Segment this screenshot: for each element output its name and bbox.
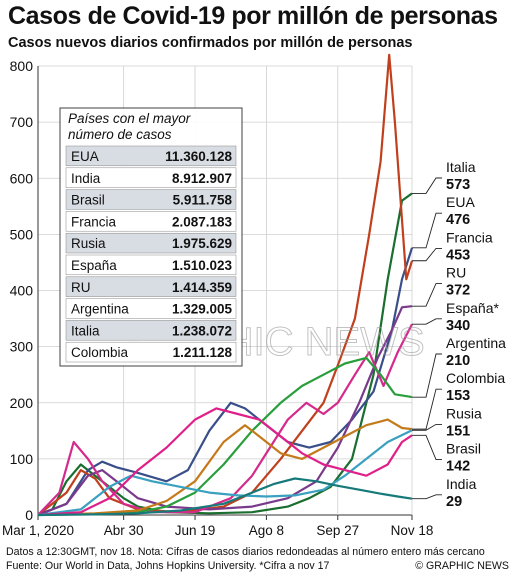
table-row (65, 254, 237, 276)
table-cases: 1.510.023 (172, 258, 233, 273)
table-cases: 1.329.005 (172, 302, 233, 317)
page-title: Casos de Covid-19 por millón de personas (8, 2, 498, 30)
series-line-india (37, 477, 413, 517)
end-label-value: 142 (446, 459, 470, 475)
table-country: India (71, 171, 101, 186)
leader-line (412, 353, 442, 398)
end-label-name: Rusia (446, 405, 482, 421)
end-label-value: 153 (446, 388, 470, 404)
line-chart: 0 100 200 300 400 500 600 700 800 Mar 1, 2020 Abr… (2, 53, 506, 538)
end-label-value: 573 (446, 177, 470, 193)
series-line-rusia (37, 429, 413, 517)
end-label-name: Colombia (446, 370, 505, 386)
end-label-name: India (446, 476, 477, 492)
table-country: Italia (71, 323, 100, 338)
page-subtitle: Casos nuevos diarios confirmados por mil… (8, 35, 413, 51)
y-tick-label: 500 (10, 226, 34, 242)
leader-line (412, 177, 442, 194)
table-cases: 2.087.183 (172, 214, 233, 229)
leader-line (412, 247, 442, 262)
x-axis: Mar 1, 2020 Abr 30 Jun 19 Ago 8 Sep 27 Nov 18 (2, 515, 433, 538)
x-tick-label: Nov 18 (391, 523, 434, 538)
leader-line (412, 283, 442, 307)
series-line-brasil (37, 407, 413, 517)
table-country: Rusia (71, 236, 106, 251)
end-label-value: 372 (446, 283, 470, 299)
table-country: Francia (71, 214, 117, 229)
table-cases: 1.414.359 (172, 280, 232, 295)
x-tick-label: Abr 30 (104, 523, 144, 538)
y-tick-label: 200 (10, 395, 34, 411)
table-country: Brasil (71, 193, 105, 208)
credit: © GRAPHIC NEWS (415, 560, 509, 572)
table-cases: 5.911.758 (173, 193, 233, 208)
end-label-name: RU (446, 265, 466, 281)
table-row (65, 341, 237, 363)
leader-line (412, 423, 442, 431)
x-tick-label: Mar 1, 2020 (2, 523, 74, 538)
y-axis: 0 100 200 300 400 500 600 700 800 (10, 58, 39, 523)
y-tick-label: 300 (10, 339, 34, 355)
table-country: EUA (71, 149, 99, 164)
end-label-value: 210 (446, 353, 470, 369)
leader-line (412, 434, 442, 461)
series-line-colombia (37, 418, 413, 517)
series-line-argentina (37, 356, 413, 517)
leader-line (412, 318, 442, 325)
table-country: España (71, 258, 117, 273)
table-row (65, 298, 237, 319)
leader-line (412, 212, 442, 249)
y-tick-label: 0 (25, 507, 33, 523)
table-country: RU (71, 280, 91, 295)
end-label-name: Francia (446, 229, 493, 245)
end-label-value: 151 (446, 423, 470, 439)
table-row (65, 189, 237, 210)
end-label-name: Brasil (446, 441, 481, 457)
x-tick-label: Ago 8 (249, 523, 284, 538)
end-label-value: 476 (446, 212, 470, 228)
table-cases: 1.975.629 (172, 236, 232, 251)
x-tick-label: Jun 19 (175, 523, 216, 538)
end-label-name: España* (446, 300, 499, 316)
table-row (65, 167, 237, 188)
table-row (65, 232, 237, 254)
table-cases: 1.211.128 (173, 345, 233, 360)
table-row (65, 145, 237, 167)
end-label-value: 29 (446, 494, 462, 510)
y-tick-label: 600 (10, 170, 34, 186)
end-label-name: Italia (446, 159, 476, 175)
table-cases: 1.238.072 (172, 323, 232, 338)
end-label-name: Argentina (446, 335, 506, 351)
footnote-source: Fuente: Our World in Data, Johns Hopkins… (6, 560, 330, 572)
y-tick-label: 700 (10, 114, 34, 130)
series-line-españa (37, 323, 413, 516)
table-row (65, 276, 237, 297)
y-tick-label: 400 (10, 283, 34, 299)
series-line-eua (37, 247, 414, 517)
chart-series-lines (37, 53, 414, 517)
leader-line (412, 388, 442, 430)
y-tick-label: 800 (10, 58, 34, 74)
table-row (65, 211, 237, 232)
x-tick-label: Sep 27 (316, 523, 359, 538)
table-cases: 8.912.907 (172, 171, 232, 186)
table-row (65, 320, 237, 341)
leader-line (412, 494, 442, 500)
series-line-italia (37, 192, 413, 516)
table-title-line2: número de casos (68, 127, 172, 142)
end-label-value: 453 (446, 247, 470, 263)
table-country: Colombia (71, 345, 129, 360)
table-country: Argentina (71, 302, 129, 317)
y-tick-label: 100 (10, 451, 34, 467)
table-cases: 11.360.128 (165, 149, 232, 164)
end-label-value: 340 (446, 318, 470, 334)
footnote-note: Datos a 12:30GMT, nov 18. Nota: Cifras d… (6, 546, 485, 558)
end-label-name: EUA (446, 194, 475, 210)
table-title-line1: Países con el mayor (68, 111, 191, 126)
series-line-francia (37, 53, 414, 516)
